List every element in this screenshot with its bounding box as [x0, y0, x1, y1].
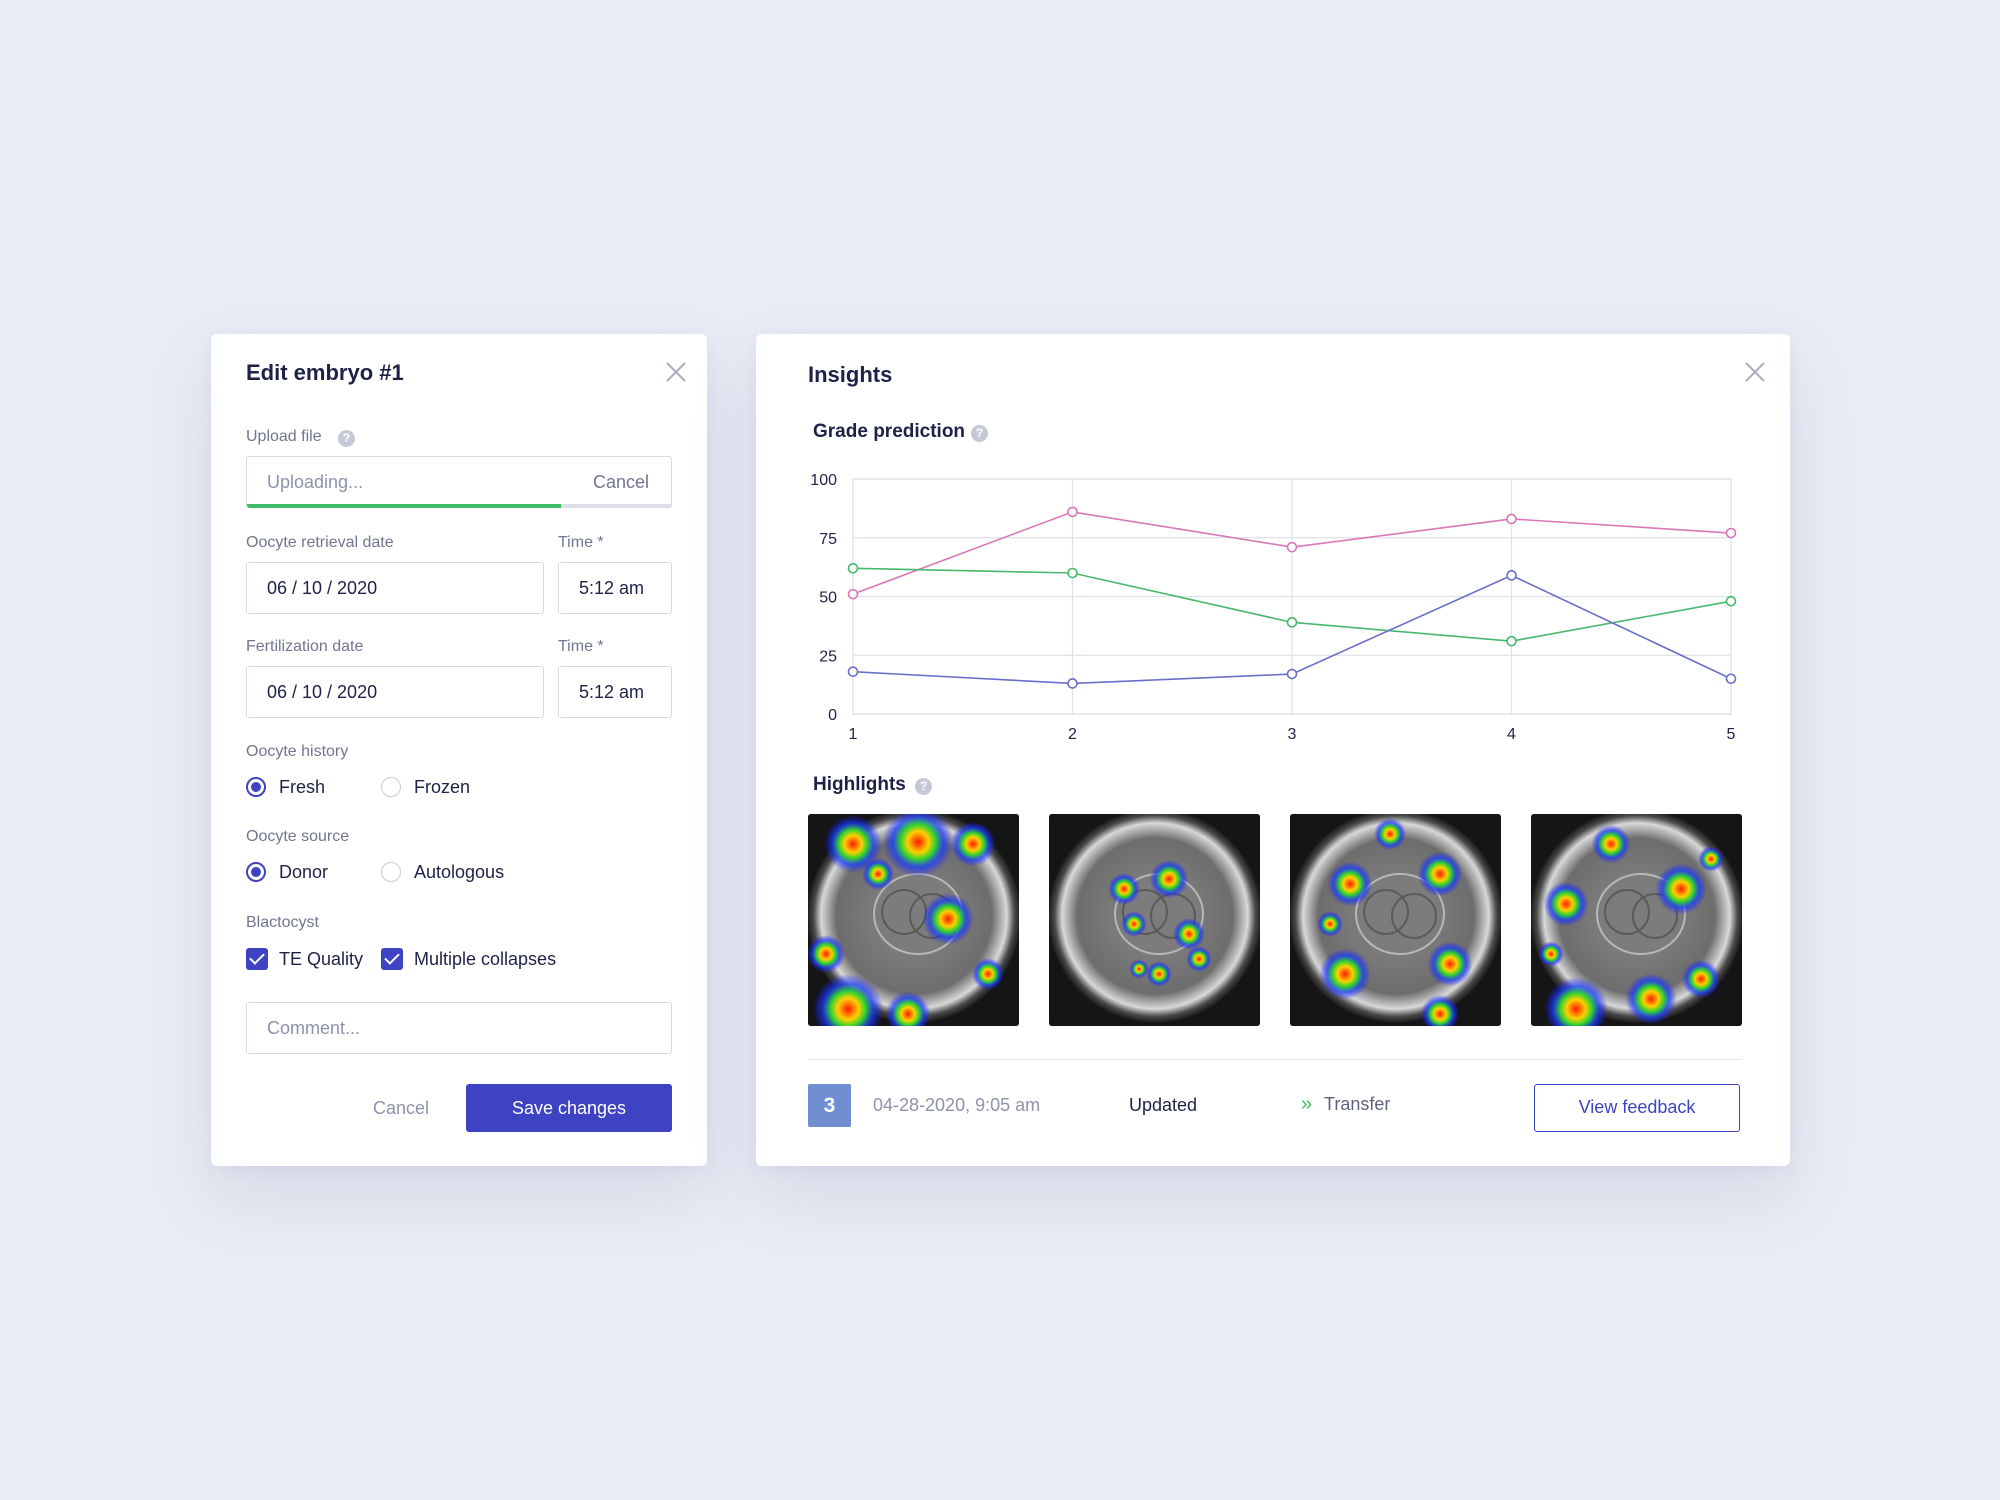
data-point: [1286, 668, 1298, 680]
radio-autologous[interactable]: [381, 862, 401, 882]
radio-frozen[interactable]: [381, 777, 401, 797]
data-point: [1725, 527, 1737, 539]
fertilization-date-input[interactable]: 06 / 10 / 2020: [246, 666, 544, 718]
data-point: [1506, 570, 1517, 581]
help-icon[interactable]: ?: [915, 778, 932, 795]
y-tick-label: 0: [828, 707, 837, 724]
close-icon[interactable]: [665, 361, 687, 383]
insights-panel: Insights Grade prediction ? 0 25 50 75 100 1 2…: [756, 334, 1790, 1166]
grade-prediction-title: Grade prediction: [813, 421, 966, 442]
highlight-image-1[interactable]: [808, 814, 1019, 1026]
double-chevron-right-icon: »: [1301, 1093, 1313, 1115]
save-changes-button[interactable]: Save changes: [466, 1084, 672, 1132]
close-icon[interactable]: [1744, 361, 1766, 383]
upload-file-label: Upload file: [246, 428, 322, 445]
x-tick-label: 1: [849, 726, 858, 743]
radio-fresh[interactable]: [246, 777, 266, 797]
grade-prediction-chart: 0 25 50 75 100 1 2 3 4 5: [810, 472, 1737, 743]
data-point: [1286, 617, 1298, 628]
radio-donor[interactable]: [246, 862, 266, 882]
y-tick-label: 50: [819, 590, 837, 607]
count-badge: 3: [808, 1084, 851, 1127]
data-point: [847, 563, 859, 574]
oocyte-history-label: Oocyte history: [246, 743, 349, 760]
checkbox-multiple-collapses-label[interactable]: Multiple collapses: [414, 949, 557, 969]
help-icon[interactable]: ?: [971, 425, 988, 442]
radio-fresh-label[interactable]: Fresh: [279, 777, 326, 797]
x-tick-label: 4: [1507, 726, 1516, 743]
checkbox-multiple-collapses[interactable]: [381, 948, 403, 970]
upload-progress-fill: [247, 504, 561, 508]
data-point: [1067, 506, 1078, 518]
y-tick-label: 25: [819, 648, 837, 665]
view-feedback-button[interactable]: View feedback: [1534, 1084, 1740, 1132]
comment-input[interactable]: Comment...: [246, 1002, 672, 1054]
checkbox-te-quality[interactable]: [246, 948, 268, 970]
x-tick-label: 5: [1727, 726, 1736, 743]
status-text: Updated: [1129, 1095, 1198, 1115]
retrieval-date-label: Oocyte retrieval date: [246, 534, 394, 551]
cancel-button[interactable]: Cancel: [373, 1098, 430, 1118]
radio-frozen-label[interactable]: Frozen: [414, 777, 471, 797]
highlight-image-4[interactable]: [1531, 814, 1742, 1026]
data-point: [1506, 513, 1517, 525]
data-point: [1506, 635, 1517, 647]
y-tick-label: 100: [810, 472, 837, 489]
dialog-title: Edit embryo #1: [246, 360, 404, 385]
upload-cancel-button[interactable]: Cancel: [592, 472, 649, 492]
blastocyst-label: Blactocyst: [246, 914, 319, 931]
upload-progress-track: [247, 504, 671, 508]
fertilization-date-label: Fertilization date: [246, 638, 364, 655]
data-point: [847, 588, 859, 600]
fertilization-time-input[interactable]: 5:12 am: [558, 666, 672, 718]
data-point: [1067, 678, 1078, 689]
data-point: [847, 666, 859, 677]
retrieval-date-input[interactable]: 06 / 10 / 2020: [246, 562, 544, 614]
checkbox-te-quality-label[interactable]: TE Quality: [279, 949, 364, 969]
oocyte-source-label: Oocyte source: [246, 828, 350, 845]
x-tick-label: 2: [1068, 726, 1077, 743]
x-tick-label: 3: [1288, 726, 1297, 743]
transfer-link[interactable]: Transfer: [1324, 1094, 1391, 1114]
divider: [808, 1059, 1742, 1060]
upload-field: Uploading... Cancel: [246, 456, 672, 508]
highlight-image-3[interactable]: [1290, 814, 1501, 1026]
radio-autologous-label[interactable]: Autologous: [414, 862, 505, 882]
retrieval-time-label: Time *: [558, 534, 604, 551]
y-tick-label: 75: [819, 531, 837, 548]
insights-title: Insights: [808, 362, 893, 387]
highlights-title: Highlights: [813, 774, 906, 795]
radio-donor-label[interactable]: Donor: [279, 862, 329, 882]
fertilization-time-label: Time *: [558, 638, 604, 655]
data-point: [1067, 567, 1078, 579]
timestamp: 04-28-2020, 9:05 am: [873, 1095, 1041, 1115]
help-icon[interactable]: ?: [338, 430, 355, 447]
upload-status: Uploading...: [267, 472, 364, 492]
edit-embryo-dialog: Edit embryo #1 Upload file ? Uploading..…: [211, 334, 707, 1166]
highlight-image-2[interactable]: [1049, 814, 1260, 1026]
data-point: [1725, 673, 1737, 685]
data-point: [1286, 541, 1298, 553]
data-point: [1725, 595, 1737, 607]
retrieval-time-input[interactable]: 5:12 am: [558, 562, 672, 614]
